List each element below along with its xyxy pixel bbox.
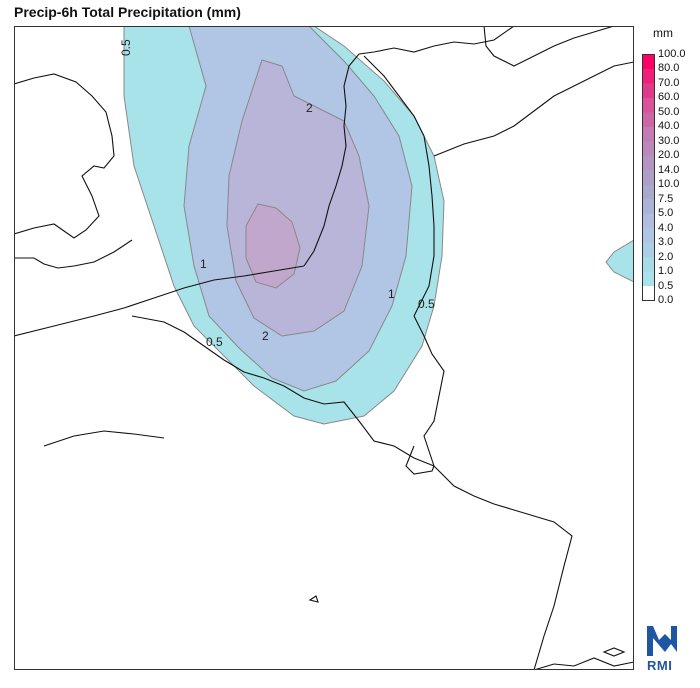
legend-tick-label: 80.0 (658, 62, 680, 75)
coastline-england-south (14, 239, 133, 269)
rmi-logo-icon (647, 626, 677, 656)
legend-tick-label: 30.0 (658, 134, 680, 147)
legend-tick-label: 4.0 (658, 221, 674, 234)
coastline-england (13, 73, 115, 239)
legend-swatch (643, 155, 654, 171)
map-canvas: 0.5 2 1 1 0.5 2 0.5 (13, 25, 635, 671)
coastline-frisian (358, 25, 515, 55)
legend-swatch (643, 271, 654, 287)
contour-label-1-right: 1 (388, 287, 395, 301)
legend-swatch (643, 199, 654, 215)
legend-tick-label: 20.0 (658, 149, 680, 162)
island-small (308, 595, 319, 603)
legend-tick-label: 2.0 (658, 250, 674, 263)
border-france-belgium (131, 315, 435, 467)
map-title: Precip-6h Total Precipitation (mm) (14, 4, 241, 20)
legend-tick-label: 40.0 (658, 120, 680, 133)
legend-swatch (643, 54, 654, 70)
legend-swatch (643, 228, 654, 244)
legend-colorbar (642, 54, 655, 301)
legend-swatch (643, 141, 654, 157)
border-france-interior (43, 430, 165, 447)
legend-swatch (643, 68, 654, 84)
logo-text: RMI (647, 658, 673, 673)
contour-label-0-5-right: 0.5 (418, 297, 435, 311)
legend-tick-label: 10.0 (658, 178, 680, 191)
legend-swatch (643, 213, 654, 229)
legend-tick-label: 14.0 (658, 163, 680, 176)
legend-tick-label: 5.0 (658, 207, 674, 220)
legend-tick-label: 0.5 (658, 279, 674, 292)
border-germany-east (433, 61, 635, 157)
border-switzerland (533, 657, 635, 671)
legend-tick-label: 50.0 (658, 105, 680, 118)
legend-swatch (643, 286, 654, 301)
legend-tick-label: 100.0 (658, 48, 686, 60)
legend-tick-label: 7.5 (658, 192, 674, 205)
legend-swatch (643, 242, 654, 258)
lake-geneva (602, 647, 626, 657)
border-luxembourg (405, 445, 435, 475)
precip-area-4mm (245, 203, 301, 289)
border-germany-netherlands (363, 55, 435, 317)
contour-label-2-bottom: 2 (262, 329, 269, 343)
legend-swatch (643, 184, 654, 200)
legend-tick-label: 1.0 (658, 265, 674, 278)
precipitation-map: 0.5 2 1 1 0.5 2 0.5 (13, 25, 635, 671)
precip-area-0-5mm-east (605, 239, 635, 283)
legend-swatch (643, 257, 654, 273)
border-belgium-germany (413, 315, 445, 467)
contour-label-0-5-bottom: 0.5 (206, 335, 223, 349)
legend-swatch (643, 97, 654, 113)
contour-label-1-left: 1 (200, 257, 207, 271)
contour-label-2-top: 2 (306, 101, 313, 115)
legend-unit: mm (653, 26, 673, 40)
color-legend: 100.0 80.0 70.0 60.0 50.0 40.0 30.0 20.0 14.0 10.… (640, 49, 700, 306)
contour-label-0-5-top: 0.5 (119, 39, 133, 56)
legend-swatch (643, 170, 654, 186)
legend-swatch (643, 126, 654, 142)
legend-tick-label: 70.0 (658, 76, 680, 89)
legend-tick-label: 3.0 (658, 236, 674, 249)
legend-swatch (643, 83, 654, 99)
coastline-netherlands (303, 53, 360, 267)
legend-tick-label: 60.0 (658, 91, 680, 104)
legend-tick-label: 0.0 (658, 294, 674, 306)
coastline-denmark (483, 25, 615, 67)
border-germany-france (433, 465, 573, 671)
legend-swatch (643, 112, 654, 128)
coastline-france-north (13, 265, 305, 337)
